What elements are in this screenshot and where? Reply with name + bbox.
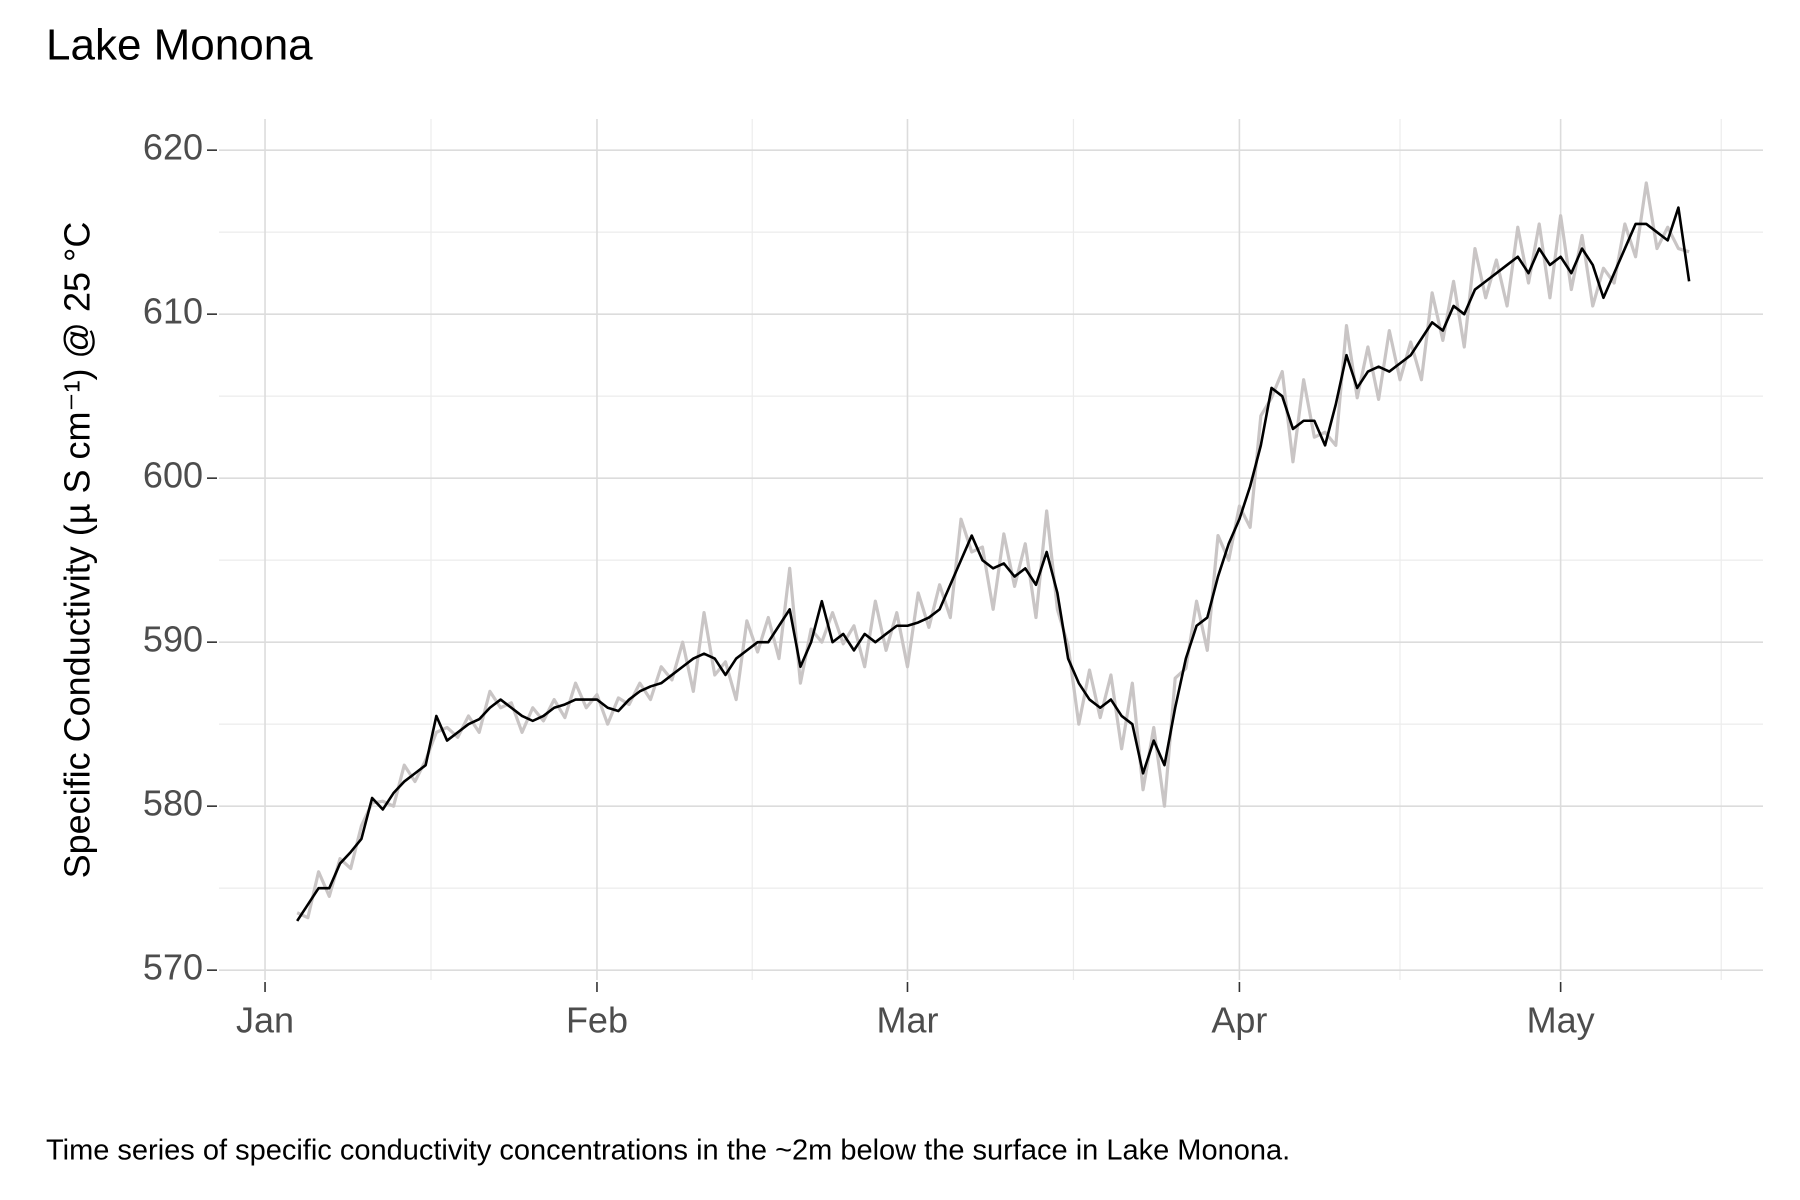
y-tick-label: 590 [143, 619, 203, 660]
caption: Time series of specific conductivity con… [46, 1135, 1290, 1167]
y-tick-label: 600 [143, 455, 203, 496]
y-tick-label: 570 [143, 947, 203, 988]
x-tick-label: Jan [236, 1000, 294, 1041]
x-tick-label: Apr [1211, 1000, 1267, 1041]
y-tick-label: 610 [143, 291, 203, 332]
series-line [296, 181, 1690, 920]
x-tick-label: Mar [876, 1000, 938, 1041]
x-tick-label: May [1527, 1000, 1595, 1041]
chart-title: Lake Monona [46, 21, 313, 70]
y-tick-label: 580 [143, 783, 203, 824]
y-tick-label: 620 [143, 127, 203, 168]
x-tick-label: Feb [566, 1000, 628, 1041]
y-axis-title: Specific Conductivity (µ S cm⁻¹) @ 25 °C [57, 222, 98, 879]
series-line [296, 206, 1691, 922]
